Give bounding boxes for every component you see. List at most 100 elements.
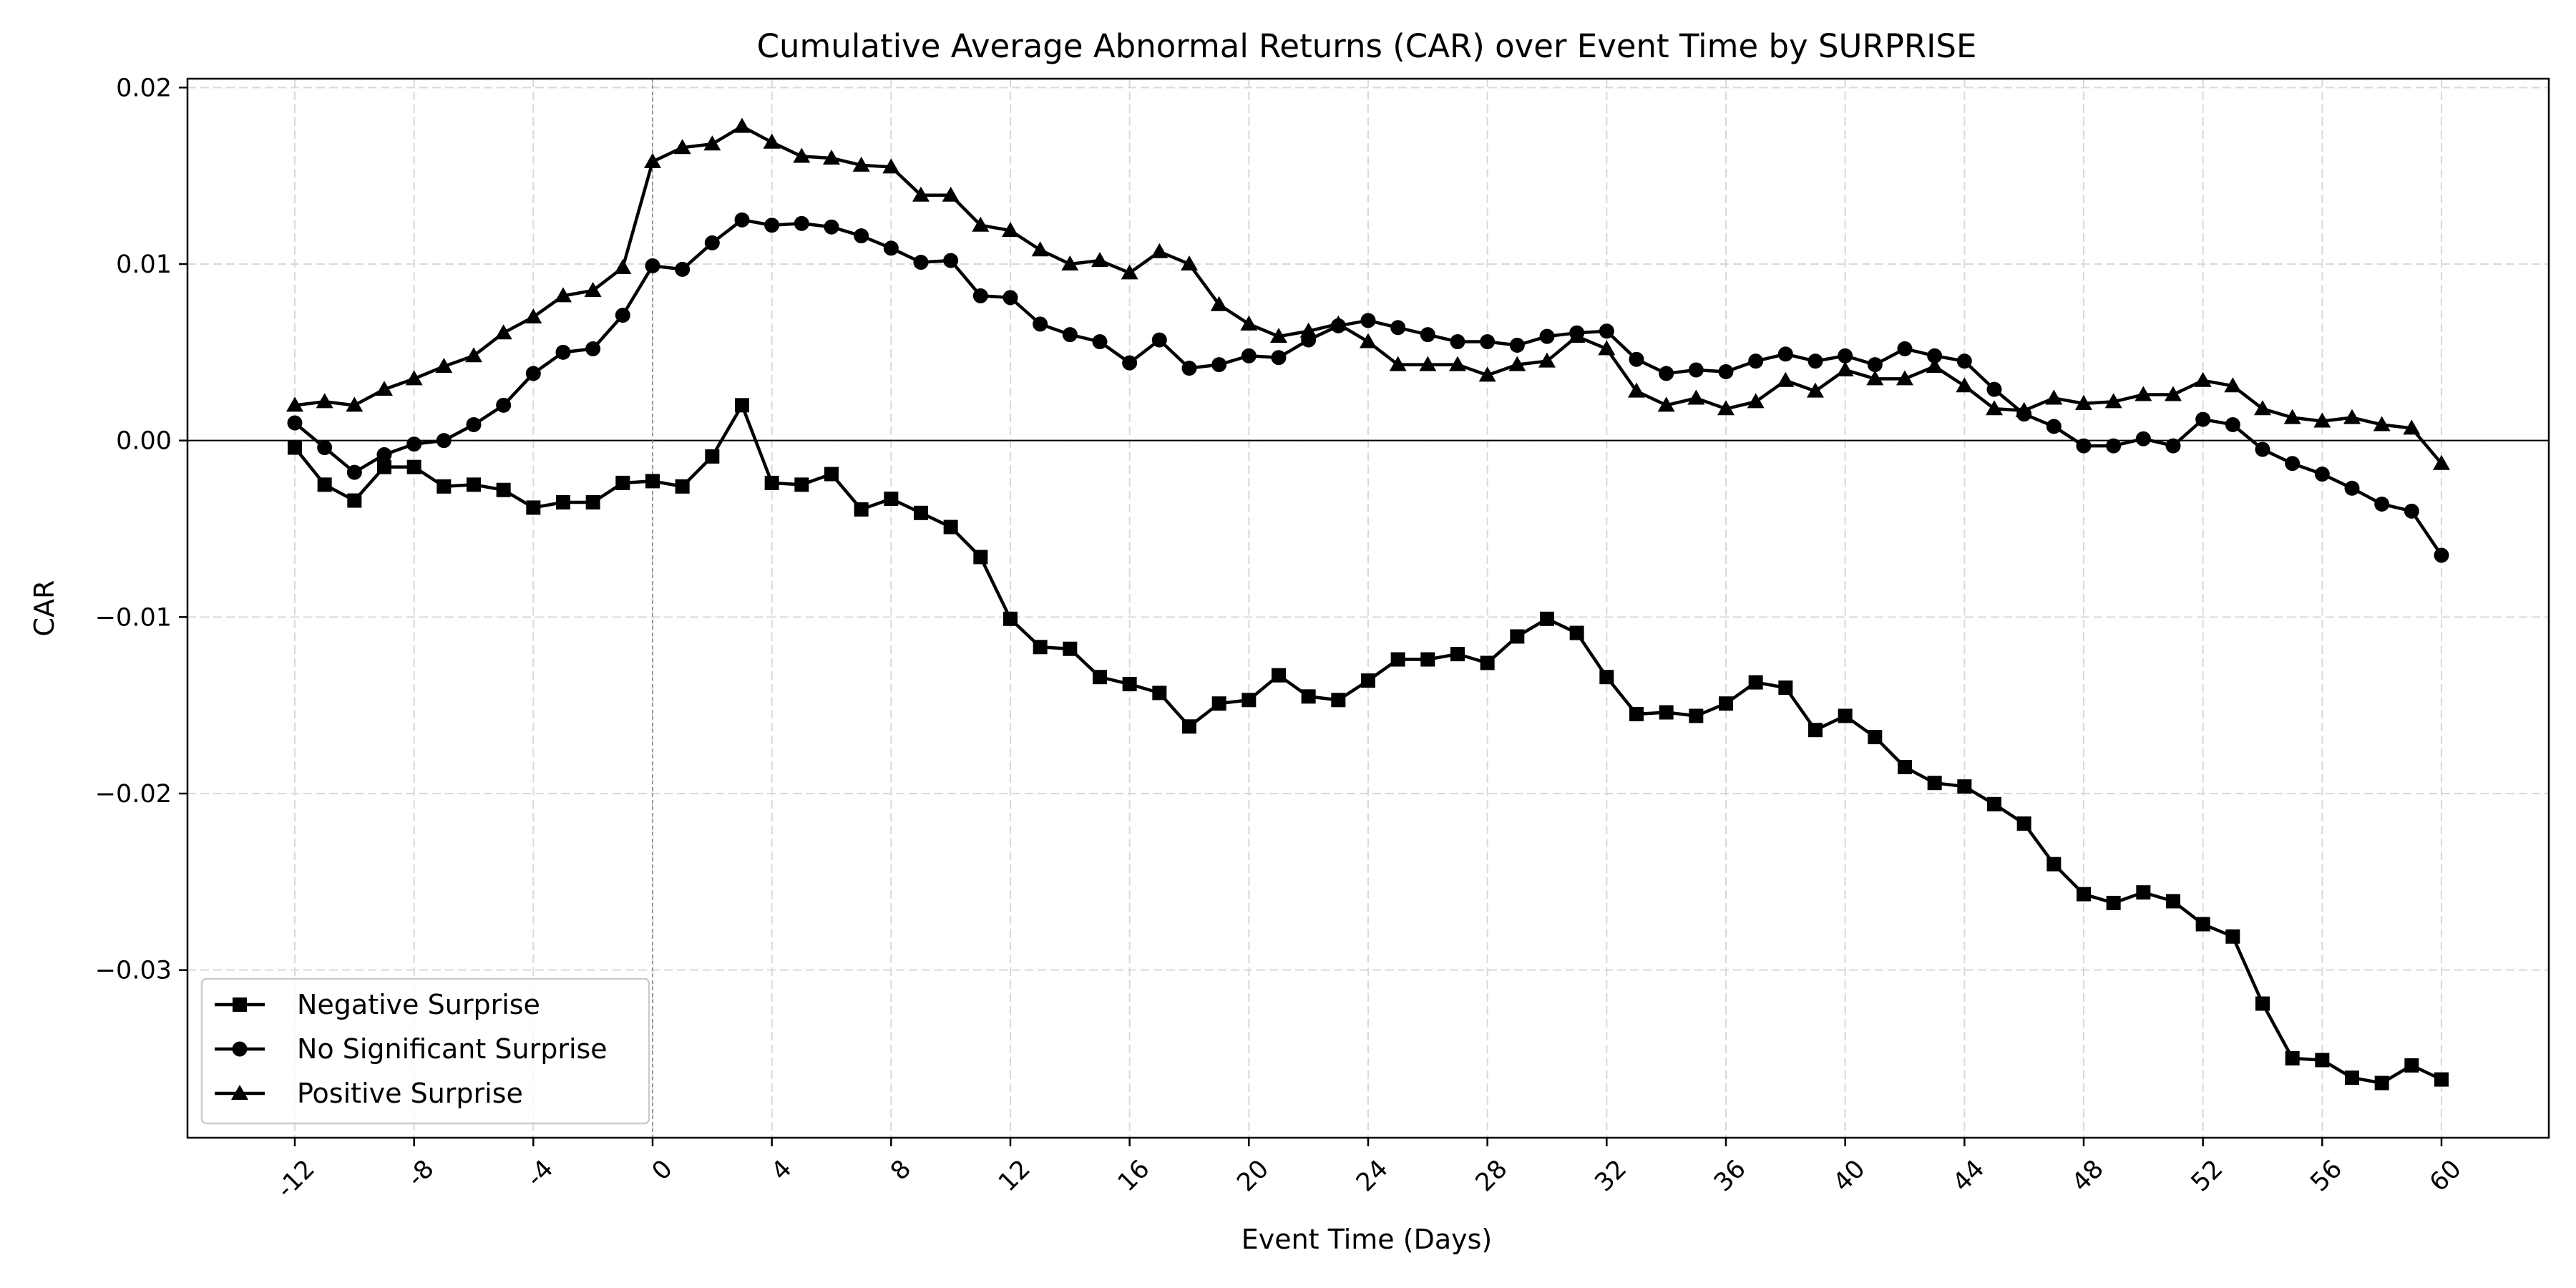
triangle-marker [1449, 356, 1466, 371]
triangle-marker [1330, 315, 1347, 331]
triangle-marker [2343, 409, 2361, 424]
circle-marker [2076, 438, 2092, 454]
circle-marker [1867, 357, 1883, 373]
square-marker [436, 479, 452, 494]
square-marker [705, 449, 720, 464]
triangle-marker [525, 308, 542, 323]
circle-marker [2374, 496, 2390, 512]
triangle-marker [2433, 454, 2450, 470]
triangle-marker [2403, 419, 2421, 435]
circle-marker [1450, 334, 1465, 350]
triangle-marker [2194, 371, 2212, 387]
circle-marker [2195, 411, 2211, 427]
circle-marker [1151, 332, 1167, 348]
series-negative-surprise [288, 398, 2449, 1091]
square-marker [1838, 708, 1853, 723]
circle-marker [1986, 381, 2002, 397]
triangle-marker [1389, 356, 1407, 371]
square-marker [1778, 680, 1793, 695]
circle-marker [2135, 431, 2151, 447]
circle-marker [1956, 353, 1972, 369]
square-marker [1987, 796, 2001, 811]
triangle-marker [1598, 340, 1616, 356]
series-layer [286, 117, 2450, 1091]
square-marker [2404, 1058, 2419, 1073]
square-marker [2016, 816, 2031, 831]
triangle-marker [1508, 356, 1526, 371]
circle-marker [1539, 328, 1555, 344]
square-marker [467, 477, 481, 492]
square-marker [288, 440, 302, 455]
square-marker [615, 475, 630, 490]
circle-marker [1033, 316, 1048, 332]
grid-lines [187, 79, 2549, 1138]
triangle-marker [912, 186, 930, 202]
circle-marker [943, 253, 959, 268]
circle-marker [2225, 416, 2240, 432]
triangle-marker [1777, 371, 1795, 387]
circle-marker [1629, 351, 1644, 367]
triangle-marker [644, 152, 661, 168]
square-marker [1003, 611, 1018, 626]
square-marker [1689, 708, 1704, 723]
circle-marker [2314, 467, 2330, 482]
triangle-marker [972, 216, 990, 232]
triangle-marker [346, 396, 364, 412]
square-marker [1748, 675, 1763, 690]
y-tick-label: −0.03 [95, 957, 172, 985]
circle-marker [1748, 353, 1764, 369]
square-marker [406, 459, 421, 474]
circle-marker [1002, 290, 1018, 306]
circle-marker [734, 212, 750, 228]
square-marker [1540, 611, 1554, 626]
circle-marker [406, 436, 422, 452]
triangle-marker [2165, 386, 2182, 401]
square-marker [317, 477, 332, 492]
circle-marker [1211, 357, 1227, 373]
triangle-marker [1091, 252, 1108, 268]
circle-marker [232, 1041, 248, 1057]
square-marker [2255, 996, 2270, 1011]
triangle-marker [1836, 361, 1854, 376]
triangle-marker [614, 258, 632, 274]
square-marker [1211, 696, 1226, 711]
triangle-marker [1628, 382, 1645, 398]
triangle-marker [286, 396, 303, 412]
triangle-marker [1299, 322, 1317, 338]
circle-marker [1480, 334, 1496, 350]
triangle-marker [405, 370, 423, 386]
triangle-marker [1657, 396, 1675, 412]
triangle-marker [2104, 393, 2122, 409]
triangle-marker [435, 358, 453, 374]
circle-marker [2255, 441, 2270, 457]
square-marker [854, 502, 869, 517]
square-marker [1272, 668, 1286, 683]
circle-marker [436, 433, 452, 449]
circle-marker [704, 235, 720, 250]
circle-marker [317, 440, 333, 456]
circle-marker [1927, 348, 1943, 364]
circle-marker [1360, 313, 1376, 328]
circle-marker [2046, 419, 2062, 434]
triangle-marker [231, 1085, 248, 1100]
circle-marker [1807, 353, 1823, 369]
legend: Negative Surprise No Significant Surprise… [200, 977, 650, 1125]
triangle-marker [1181, 255, 1198, 270]
triangle-marker [1031, 241, 1049, 257]
circle-marker [466, 416, 482, 432]
triangle-marker [823, 150, 840, 165]
triangle-marker [2254, 400, 2271, 416]
y-tick-label: −0.02 [95, 780, 172, 809]
triangle-marker [1240, 315, 1258, 331]
triangle-marker [2224, 377, 2242, 393]
circle-marker [1092, 334, 1108, 350]
circle-marker [376, 447, 392, 462]
circle-marker [2434, 547, 2449, 563]
triangle-marker [2015, 401, 2033, 417]
square-marker [1927, 776, 1942, 791]
circle-marker [346, 464, 362, 480]
triangle-marker [1747, 393, 1765, 409]
triangle-marker [1002, 222, 1019, 238]
circle-marker [854, 228, 869, 244]
